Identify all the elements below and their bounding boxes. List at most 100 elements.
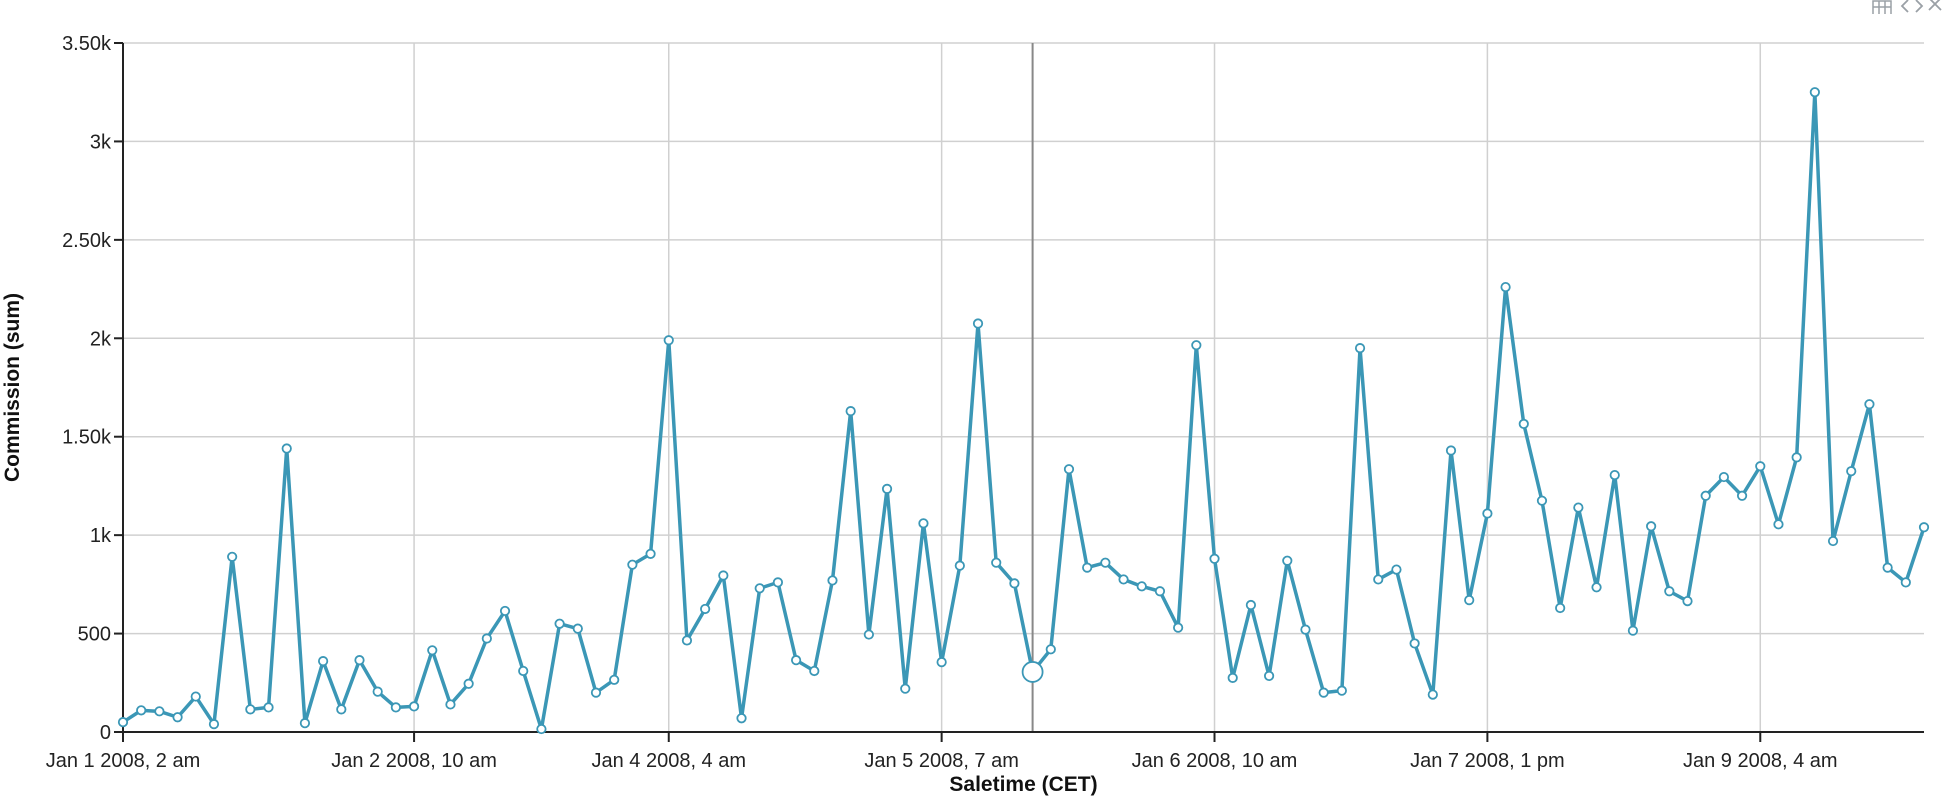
data-point[interactable] (1373, 574, 1384, 585)
data-point[interactable] (481, 633, 492, 644)
data-point[interactable] (991, 557, 1002, 568)
data-point[interactable] (1518, 418, 1529, 430)
data-point[interactable] (1918, 522, 1930, 533)
data-point[interactable] (354, 655, 365, 666)
data-point[interactable] (281, 443, 292, 454)
data-point[interactable] (154, 706, 165, 717)
data-point[interactable] (172, 712, 183, 723)
data-point[interactable] (1646, 521, 1657, 532)
data-point[interactable] (1609, 470, 1620, 481)
data-point[interactable] (590, 687, 602, 698)
data-point[interactable] (1773, 519, 1784, 530)
data-point[interactable] (372, 686, 383, 697)
data-point[interactable] (1391, 564, 1402, 575)
data-point[interactable] (754, 583, 765, 594)
data-point[interactable] (1063, 464, 1075, 475)
data-point[interactable] (1464, 595, 1475, 606)
data-point[interactable] (645, 548, 656, 559)
data-point[interactable] (1700, 490, 1711, 501)
data-point[interactable] (700, 603, 711, 615)
data-point[interactable] (1573, 502, 1584, 513)
data-point[interactable] (718, 570, 729, 581)
data-point[interactable] (336, 704, 347, 715)
data-point[interactable] (954, 560, 965, 571)
data-point[interactable] (863, 629, 874, 640)
data-point[interactable] (1718, 471, 1729, 483)
data-point[interactable] (1482, 508, 1493, 519)
data-point[interactable] (117, 717, 129, 728)
data-point[interactable] (681, 635, 693, 646)
highlighted-data-point[interactable] (1021, 661, 1044, 683)
data-point[interactable] (845, 406, 856, 417)
data-point[interactable] (1736, 490, 1748, 501)
data-point[interactable] (1755, 461, 1766, 472)
data-point[interactable] (1154, 586, 1166, 597)
data-point[interactable] (1209, 553, 1220, 564)
data-point[interactable] (1009, 578, 1020, 589)
data-point[interactable] (463, 678, 474, 689)
data-point[interactable] (1118, 574, 1129, 585)
data-point[interactable] (1864, 399, 1875, 410)
data-point[interactable] (554, 618, 565, 629)
data-point[interactable] (536, 723, 547, 735)
data-point[interactable] (499, 605, 511, 617)
data-point[interactable] (827, 575, 838, 586)
data-point[interactable] (936, 657, 947, 668)
data-point[interactable] (1846, 466, 1857, 477)
data-point[interactable] (972, 318, 984, 329)
data-point[interactable] (1555, 602, 1566, 614)
data-point[interactable] (1409, 638, 1420, 649)
data-point[interactable] (1227, 672, 1238, 683)
data-point[interactable] (1336, 685, 1347, 696)
data-point[interactable] (408, 701, 420, 712)
data-point[interactable] (1427, 689, 1438, 700)
table-icon[interactable] (1872, 0, 1894, 14)
data-point[interactable] (190, 691, 201, 702)
data-point[interactable] (1082, 562, 1093, 573)
data-point[interactable] (427, 645, 438, 656)
data-point[interactable] (1791, 452, 1802, 463)
data-point[interactable] (1591, 582, 1602, 593)
data-point[interactable] (1900, 577, 1911, 588)
data-point[interactable] (445, 699, 456, 710)
data-point[interactable] (1664, 586, 1675, 597)
data-point[interactable] (1173, 622, 1184, 633)
data-point[interactable] (208, 719, 220, 730)
data-point[interactable] (918, 518, 929, 529)
data-point[interactable] (900, 683, 911, 694)
data-point[interactable] (1282, 555, 1293, 566)
data-point[interactable] (318, 656, 329, 667)
data-point[interactable] (263, 702, 274, 713)
data-point[interactable] (1536, 495, 1548, 506)
data-point[interactable] (809, 665, 820, 677)
data-point[interactable] (1191, 340, 1202, 351)
data-point[interactable] (227, 551, 238, 562)
data-point[interactable] (881, 483, 893, 494)
data-point[interactable] (1500, 282, 1511, 293)
close-icon[interactable] (1928, 0, 1942, 14)
data-point[interactable] (572, 623, 583, 634)
data-point[interactable] (791, 655, 802, 666)
data-point[interactable] (627, 559, 638, 570)
data-point[interactable] (1100, 557, 1111, 568)
data-point[interactable] (1318, 687, 1329, 698)
data-point[interactable] (1263, 670, 1275, 681)
data-point[interactable] (299, 718, 311, 729)
data-point[interactable] (1682, 595, 1693, 607)
data-point[interactable] (1445, 445, 1457, 456)
data-point[interactable] (1827, 535, 1839, 547)
data-point[interactable] (1882, 562, 1893, 573)
data-point[interactable] (1245, 599, 1256, 611)
data-point[interactable] (1809, 87, 1820, 98)
data-point[interactable] (390, 702, 401, 713)
data-point[interactable] (772, 577, 784, 588)
data-point[interactable] (1354, 343, 1366, 354)
data-point[interactable] (1627, 625, 1639, 636)
data-point[interactable] (609, 674, 620, 685)
data-point[interactable] (1045, 644, 1056, 655)
data-point[interactable] (518, 665, 529, 677)
data-point[interactable] (1300, 624, 1311, 635)
data-point[interactable] (245, 704, 256, 715)
data-point[interactable] (736, 713, 747, 724)
data-point[interactable] (663, 335, 674, 346)
